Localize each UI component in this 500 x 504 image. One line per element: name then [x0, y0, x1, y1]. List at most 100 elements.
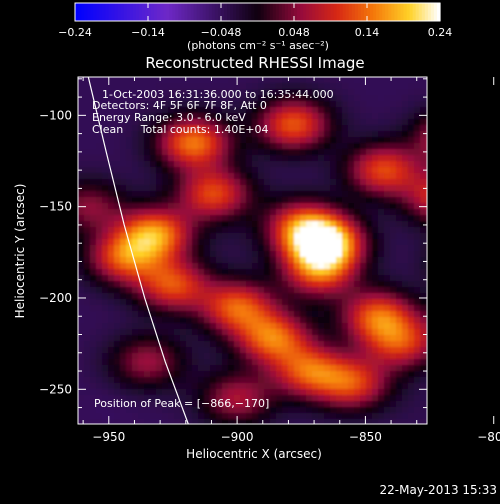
- heatmap-cell: [234, 83, 241, 90]
- heatmap-cell: [372, 323, 379, 330]
- heatmap-cell: [312, 149, 319, 156]
- heatmap-cell: [408, 407, 415, 414]
- heatmap-cell: [336, 83, 343, 90]
- heatmap-cell: [390, 365, 397, 372]
- heatmap-cell: [258, 401, 265, 408]
- heatmap-cell: [192, 371, 199, 378]
- heatmap-cell: [246, 95, 253, 102]
- heatmap-cell: [180, 89, 187, 96]
- heatmap-cell: [366, 275, 373, 282]
- heatmap-cell: [300, 323, 307, 330]
- heatmap-cell: [114, 377, 121, 384]
- colorbar-segment: [418, 3, 423, 21]
- heatmap-cell: [144, 251, 151, 258]
- heatmap-cell: [258, 203, 265, 210]
- heatmap-cell: [162, 191, 169, 198]
- heatmap-cell: [174, 269, 181, 276]
- heatmap-cell: [402, 119, 409, 126]
- heatmap-cell: [276, 125, 283, 132]
- heatmap-cell: [348, 353, 355, 360]
- heatmap-cell: [228, 215, 235, 222]
- heatmap-cell: [330, 125, 337, 132]
- heatmap-cell: [210, 173, 217, 180]
- heatmap-cell: [318, 89, 325, 96]
- heatmap-cell: [396, 131, 403, 138]
- colorbar-segment: [342, 3, 347, 21]
- heatmap-cell: [162, 281, 169, 288]
- heatmap-cell: [252, 401, 259, 408]
- heatmap-cell: [276, 335, 283, 342]
- heatmap-cell: [162, 167, 169, 174]
- heatmap-cell: [186, 149, 193, 156]
- heatmap-cell: [216, 101, 223, 108]
- heatmap-cell: [282, 185, 289, 192]
- heatmap-cell: [102, 299, 109, 306]
- heatmap-cell: [258, 107, 265, 114]
- heatmap-cell: [390, 89, 397, 96]
- heatmap-cell: [390, 191, 397, 198]
- heatmap-cell: [348, 281, 355, 288]
- heatmap-cell: [396, 359, 403, 366]
- heatmap-cell: [408, 149, 415, 156]
- heatmap-cell: [240, 389, 247, 396]
- heatmap-cell: [240, 299, 247, 306]
- heatmap-cell: [222, 167, 229, 174]
- heatmap-cell: [114, 311, 121, 318]
- heatmap-cell: [240, 131, 247, 138]
- heatmap-cell: [270, 329, 277, 336]
- heatmap-cell: [168, 305, 175, 312]
- heatmap-cell: [168, 179, 175, 186]
- heatmap-cell: [312, 77, 319, 84]
- heatmap-cell: [120, 353, 127, 360]
- heatmap-cell: [108, 119, 115, 126]
- heatmap-cell: [90, 83, 97, 90]
- heatmap-cell: [210, 113, 217, 120]
- heatmap-cell: [318, 83, 325, 90]
- heatmap-cell: [288, 77, 295, 84]
- heatmap-cell: [96, 233, 103, 240]
- heatmap-cell: [102, 245, 109, 252]
- heatmap-cell: [180, 101, 187, 108]
- heatmap-cell: [300, 341, 307, 348]
- colorbar-units-label: (photons cm⁻² s⁻¹ asec⁻²): [187, 39, 329, 52]
- heatmap-cell: [84, 323, 91, 330]
- heatmap-cell: [222, 191, 229, 198]
- heatmap-cell: [78, 377, 85, 384]
- heatmap-cell: [168, 227, 175, 234]
- heatmap-cell: [366, 329, 373, 336]
- heatmap-cell: [312, 233, 319, 240]
- heatmap-cell: [138, 323, 145, 330]
- heatmap-cell: [306, 83, 313, 90]
- heatmap-cell: [144, 275, 151, 282]
- heatmap-cell: [336, 227, 343, 234]
- heatmap-cell: [132, 107, 139, 114]
- heatmap-cell: [342, 251, 349, 258]
- heatmap-cell: [240, 221, 247, 228]
- heatmap-cell: [210, 317, 217, 324]
- heatmap-cell: [216, 239, 223, 246]
- heatmap-cell: [348, 197, 355, 204]
- heatmap-cell: [180, 119, 187, 126]
- heatmap-cell: [138, 125, 145, 132]
- heatmap-cell: [282, 251, 289, 258]
- heatmap-cell: [186, 263, 193, 270]
- heatmap-cell: [276, 371, 283, 378]
- heatmap-cell: [378, 335, 385, 342]
- heatmap-cell: [144, 227, 151, 234]
- heatmap-cell: [90, 281, 97, 288]
- heatmap-cell: [282, 227, 289, 234]
- heatmap-cell: [150, 305, 157, 312]
- heatmap-cell: [78, 143, 85, 150]
- heatmap-cell: [318, 77, 325, 84]
- heatmap-cell: [360, 383, 367, 390]
- heatmap-cell: [342, 377, 349, 384]
- heatmap-cell: [414, 335, 421, 342]
- heatmap-cell: [306, 95, 313, 102]
- heatmap-cell: [312, 389, 319, 396]
- heatmap-cell: [324, 191, 331, 198]
- heatmap-cell: [138, 389, 145, 396]
- heatmap-cell: [276, 137, 283, 144]
- heatmap-cell: [126, 299, 133, 306]
- heatmap-cell: [270, 371, 277, 378]
- heatmap-cell: [216, 371, 223, 378]
